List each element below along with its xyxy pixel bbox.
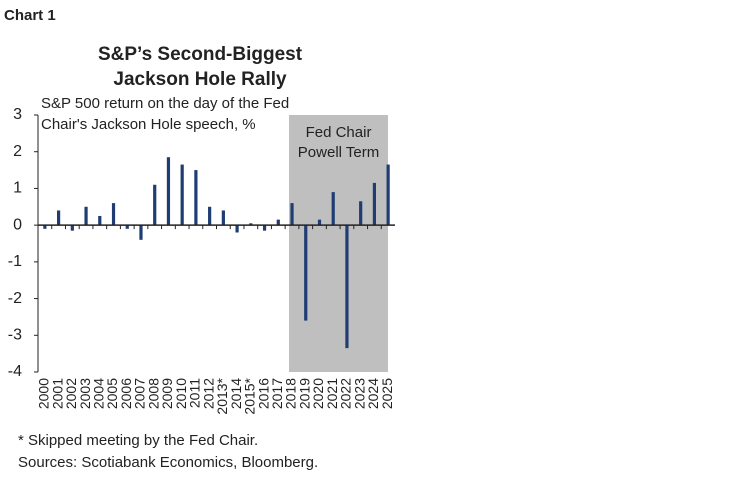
x-tick-label: 2001 bbox=[49, 378, 65, 409]
x-tick-label: 2019 bbox=[296, 378, 312, 409]
y-tick-label: -4 bbox=[8, 363, 22, 380]
bar bbox=[317, 219, 322, 226]
y-tick-label: -2 bbox=[8, 290, 22, 307]
bar bbox=[208, 206, 212, 226]
x-tick-label: 2005 bbox=[104, 378, 120, 409]
x-tick-label: 2013* bbox=[214, 377, 230, 414]
bar bbox=[98, 215, 102, 226]
bar bbox=[70, 225, 74, 231]
bar bbox=[345, 225, 349, 349]
x-tick-label: 2018 bbox=[283, 378, 299, 409]
bar bbox=[194, 170, 198, 226]
x-tick-label: 2021 bbox=[324, 378, 340, 409]
x-tick-label: 2014 bbox=[228, 378, 244, 409]
x-tick-label: 2012 bbox=[200, 378, 216, 409]
x-tick-label: 2003 bbox=[77, 378, 93, 409]
bar bbox=[304, 225, 308, 321]
bar bbox=[84, 206, 88, 226]
bar bbox=[249, 223, 253, 226]
y-tick-label: -3 bbox=[8, 327, 22, 344]
shade-label: Fed Chair bbox=[306, 124, 372, 141]
y-tick-label: 1 bbox=[13, 180, 22, 197]
x-tick-label: 2023 bbox=[351, 378, 367, 409]
x-tick-label: 2016 bbox=[255, 378, 271, 409]
bar bbox=[180, 164, 184, 226]
y-tick-label: 2 bbox=[13, 143, 22, 160]
bar bbox=[262, 225, 267, 231]
x-tick-label: 2011 bbox=[187, 378, 203, 408]
chart-title: Jackson Hole Rally bbox=[113, 69, 287, 90]
bar bbox=[290, 203, 294, 226]
bar bbox=[43, 225, 47, 229]
x-tick-label: 2008 bbox=[145, 378, 161, 409]
shade-label: Powell Term bbox=[298, 144, 379, 161]
x-tick-label: 2004 bbox=[90, 378, 106, 409]
x-tick-label: 2022 bbox=[338, 378, 354, 409]
x-tick-label: 2002 bbox=[63, 378, 79, 409]
subtitle: Chair's Jackson Hole speech, % bbox=[41, 116, 256, 133]
x-tick-label: 2020 bbox=[310, 378, 326, 409]
bar bbox=[331, 192, 335, 226]
x-tick-label: 2009 bbox=[159, 378, 175, 409]
x-tick-label: 2017 bbox=[269, 378, 285, 409]
chart-label: Chart 1 bbox=[4, 7, 56, 24]
note: Sources: Scotiabank Economics, Bloomberg… bbox=[18, 454, 318, 471]
bar bbox=[125, 225, 129, 229]
x-tick-label: 2015* bbox=[242, 377, 258, 414]
bar bbox=[111, 203, 116, 226]
bar bbox=[372, 182, 377, 226]
y-tick-label: -1 bbox=[8, 253, 22, 270]
x-tick-label: 2010 bbox=[173, 378, 189, 409]
bar bbox=[153, 184, 157, 226]
bar bbox=[56, 210, 61, 226]
bar bbox=[386, 164, 390, 226]
x-tick-label: 2006 bbox=[118, 378, 134, 409]
subtitle: S&P 500 return on the day of the Fed bbox=[41, 95, 289, 112]
bar bbox=[235, 225, 239, 233]
bar bbox=[166, 157, 171, 226]
x-tick-label: 2024 bbox=[365, 378, 381, 409]
x-tick-label: 2025 bbox=[379, 378, 395, 409]
chart-title: S&P’s Second-Biggest bbox=[98, 44, 303, 65]
y-tick-label: 3 bbox=[13, 106, 22, 123]
x-tick-label: 2007 bbox=[132, 378, 148, 409]
bar bbox=[139, 225, 143, 240]
note: * Skipped meeting by the Fed Chair. bbox=[18, 432, 258, 449]
bar bbox=[221, 210, 225, 226]
x-tick-label: 2000 bbox=[36, 378, 52, 409]
y-tick-label: 0 bbox=[13, 216, 22, 233]
bar bbox=[359, 201, 363, 226]
bar bbox=[276, 219, 280, 226]
